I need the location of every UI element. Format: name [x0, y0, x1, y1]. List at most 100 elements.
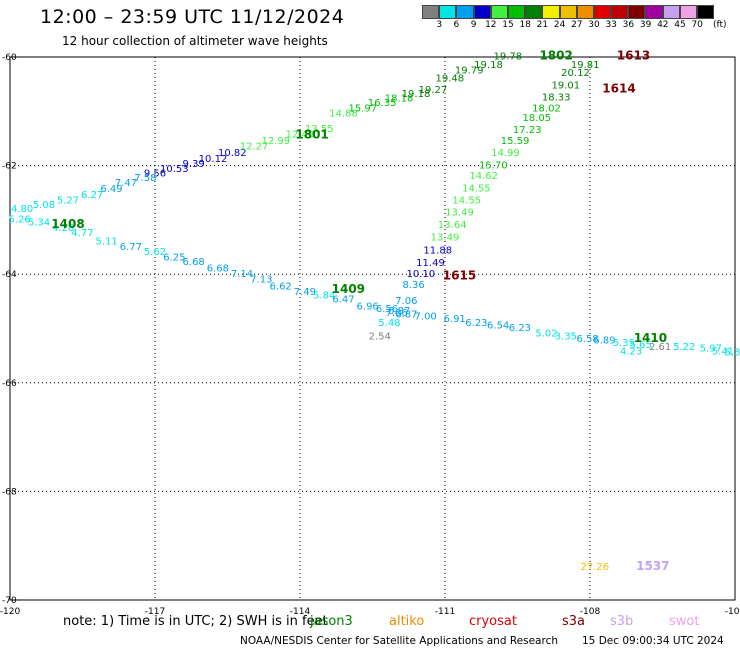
wave-height-value: 19.81 [571, 60, 600, 71]
wave-height-value: 16.35 [368, 98, 397, 109]
color-scale-swatch [611, 5, 629, 19]
wave-height-value: 14.99 [491, 148, 520, 159]
color-scale-swatch [456, 5, 474, 19]
color-scale-swatches [422, 5, 732, 19]
wave-height-value: 6.49 [100, 184, 122, 195]
wave-height-value: 5.41 [712, 347, 734, 358]
longitude-tick-label: -114 [290, 607, 311, 617]
wave-height-value: 5.84 [313, 291, 335, 302]
longitude-tick-label: -111 [435, 607, 455, 617]
wave-height-value: 8.36 [402, 280, 424, 291]
latitude-tick-label: -62 [2, 162, 17, 172]
color-scale-label: 15 [502, 20, 514, 30]
color-scale-swatch [542, 5, 560, 19]
wave-height-value: 7.58 [134, 173, 156, 184]
color-scale-swatch [473, 5, 491, 19]
wave-height-value: 4.80 [11, 204, 33, 215]
wave-height-value: 14.62 [469, 171, 498, 182]
wave-height-value: 5.34 [28, 217, 50, 228]
wave-height-value: 10.53 [160, 164, 189, 175]
wave-height-value: 7.49 [294, 287, 316, 298]
wave-height-value: 6.54 [487, 321, 509, 332]
wave-height-value: 6.68 [207, 263, 229, 274]
legend-s3b: s3b [610, 614, 634, 629]
wave-height-value: 14.55 [452, 196, 481, 207]
wave-height-value: 6.47 [332, 294, 354, 305]
legend-s3a: s3a [562, 614, 586, 629]
wave-height-value: 13.49 [445, 208, 474, 219]
color-scale-label: 33 [605, 20, 617, 30]
latitude-tick-label: -64 [2, 270, 17, 280]
latitude-tick-label: -70 [2, 596, 17, 606]
wave-height-value: 5.62 [144, 247, 166, 258]
wave-height-value: 6.62 [270, 281, 292, 292]
wave-height-value: 5.02 [535, 329, 557, 340]
wave-height-value: 19.48 [436, 73, 465, 84]
wave-height-value: 15.59 [501, 136, 530, 147]
wave-height-value: 19.01 [552, 80, 581, 91]
page-subtitle: 12 hour collection of altimeter wave hei… [62, 34, 328, 48]
wave-height-value: 17.23 [513, 125, 542, 136]
color-scale-label: 42 [657, 20, 669, 30]
color-scale: 3 6 9 12 15 18 21 24 27 30 33 36 39 42 45 70 [422, 5, 732, 31]
color-scale-swatch [439, 5, 457, 19]
wave-height-value: 18.33 [542, 92, 571, 103]
wave-height-value: 7.00 [415, 311, 437, 322]
color-scale-swatch [507, 5, 526, 19]
wave-height-value: 7.14 [231, 269, 253, 280]
wave-height-value: 14.55 [462, 184, 491, 195]
wave-height-value: 5.97 [700, 343, 722, 354]
color-scale-label: 30 [588, 20, 600, 30]
legend-jason3: jason3 [310, 614, 353, 629]
wave-height-value: 13.64 [438, 220, 467, 231]
wave-height-value: 19.79 [455, 65, 484, 76]
color-scale-label: 6 [453, 20, 460, 30]
pass-time-label: 1410 [634, 331, 667, 345]
wave-height-value: 2.54 [369, 331, 391, 342]
color-scale-swatch [628, 5, 646, 19]
footer-timestamp: 15 Dec 09:00:34 UTC 2024 [582, 635, 724, 647]
wave-height-value: 14.88 [329, 109, 358, 120]
wave-height-value: 12.48 [286, 129, 315, 140]
wave-height-value: 19.18 [474, 60, 503, 71]
wave-height-value: 10.12 [199, 154, 228, 165]
wave-height-value: 6.27 [81, 190, 103, 201]
wave-height-value: 6.23 [465, 318, 487, 329]
pass-time-label: 1614 [602, 81, 635, 95]
wave-height-value: 11.49 [416, 258, 445, 269]
wave-height-value: 6.58 [576, 334, 598, 345]
wave-height-value: 7.13 [250, 274, 272, 285]
color-scale-label: 21 [536, 20, 549, 30]
wave-height-value: 20.12 [561, 68, 590, 79]
wave-height-value: 6.56 [376, 304, 398, 315]
wave-height-value: 4.28 [52, 223, 74, 234]
latitude-tick-label: -68 [2, 487, 17, 497]
color-scale-label: 18 [519, 20, 531, 30]
wave-height-value: 6.96 [357, 301, 379, 312]
note-text: note: 1) Time is in UTC; 2) SWH is in fe… [63, 614, 328, 629]
color-scale-swatch [679, 5, 697, 19]
wave-height-value: 13.49 [431, 233, 460, 244]
wave-height-value: 6.87 [395, 310, 417, 321]
wave-height-value: 6.68 [183, 257, 205, 268]
legend-swot: swot [669, 614, 700, 629]
wave-height-value: 10.82 [218, 148, 247, 159]
color-scale-swatch [576, 5, 594, 19]
wave-height-value: 6.91 [444, 314, 466, 325]
wave-height-value: 5.26 [9, 215, 31, 226]
wave-height-value: 18.05 [523, 113, 552, 124]
color-scale-swatch [662, 5, 680, 19]
longitude-tick-label: -105 [725, 607, 740, 617]
latitude-tick-label: -60 [2, 53, 17, 63]
color-scale-swatch [645, 5, 663, 19]
wave-height-value: 9.39 [183, 159, 205, 170]
pass-time-label: 1802 [539, 49, 572, 63]
wave-height-value: 6.77 [120, 242, 142, 253]
pass-time-label: 1801 [295, 127, 328, 141]
color-scale-label: 70 [691, 20, 703, 30]
color-scale-label: 39 [639, 20, 652, 30]
wave-height-value: 5.48 [378, 318, 400, 329]
color-scale-swatch [559, 5, 577, 19]
color-scale-label: 9 [470, 20, 477, 30]
